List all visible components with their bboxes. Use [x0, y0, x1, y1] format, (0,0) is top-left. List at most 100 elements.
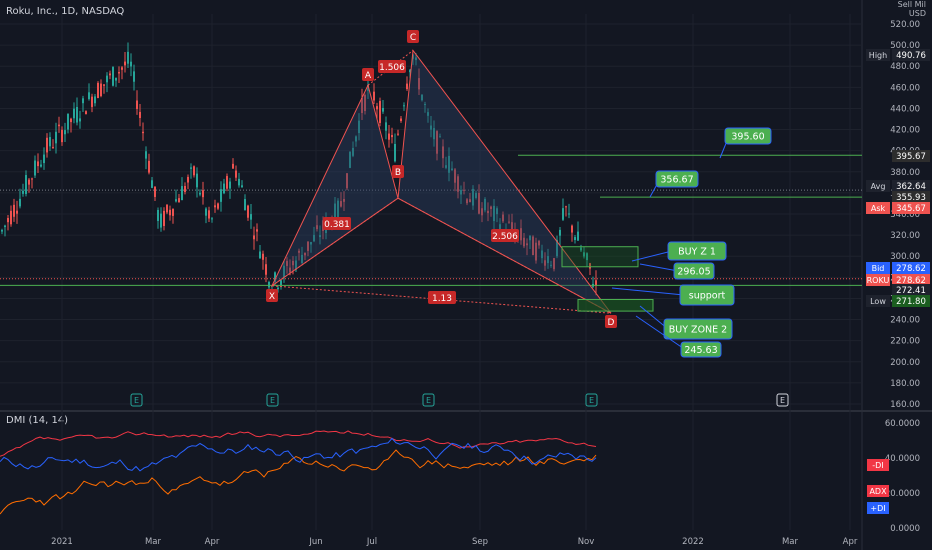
- dmi-tick: 20.0000: [885, 489, 920, 499]
- price-tick: 240.00: [890, 316, 920, 326]
- candle-body: [295, 260, 297, 270]
- candle-body: [463, 189, 465, 191]
- candle-body: [421, 94, 423, 101]
- candle-body: [166, 204, 168, 213]
- candle-body: [277, 287, 279, 290]
- candle-body: [403, 105, 405, 107]
- candle-body: [226, 176, 228, 189]
- price-tag-label-bg: [866, 180, 890, 192]
- callout-box: [655, 170, 699, 188]
- candle-body: [397, 133, 399, 135]
- candle-body: [268, 282, 270, 288]
- earnings-marker-label: E: [426, 396, 431, 405]
- earnings-marker: E: [266, 393, 279, 407]
- callout-395-60: 395.60: [719, 127, 772, 159]
- candle-body: [388, 133, 390, 140]
- candle-body: [469, 199, 471, 203]
- candle-body: [148, 160, 150, 173]
- axis-unit-top: Sell Mil: [897, 0, 926, 9]
- candle-body: [25, 175, 27, 194]
- earnings-marker-box: [266, 393, 279, 407]
- candle-body: [577, 231, 579, 241]
- candle-body: [160, 213, 162, 228]
- candle-body: [124, 61, 126, 66]
- candle-body: [352, 147, 354, 156]
- candle-body: [52, 146, 54, 148]
- pattern-point-x: X: [266, 289, 278, 302]
- callout-box: [679, 284, 735, 306]
- candle-body: [283, 265, 285, 278]
- candle-body: [379, 100, 381, 123]
- candle-body: [220, 189, 222, 202]
- candle-body: [193, 166, 195, 176]
- candle-body: [457, 176, 459, 192]
- candle-body: [181, 186, 183, 201]
- candle-body: [568, 213, 570, 215]
- candle-body: [127, 51, 129, 64]
- candle-body: [163, 210, 165, 226]
- candle-body: [256, 229, 258, 232]
- callout-box: [724, 127, 772, 145]
- candle-body: [205, 208, 207, 216]
- candle-body: [232, 163, 234, 169]
- candle-body: [211, 218, 213, 220]
- candle-body: [376, 106, 378, 110]
- candle-body: [484, 198, 486, 211]
- candle-body: [304, 252, 306, 256]
- earnings-marker-box: [776, 393, 789, 407]
- candle-body: [346, 173, 348, 189]
- candle-body: [250, 214, 252, 220]
- candle-body: [286, 260, 288, 266]
- candle-body: [496, 208, 498, 215]
- buy-zone-2-box: [577, 299, 654, 312]
- price-tick: 300.00: [890, 252, 920, 262]
- price-tick: 500.00: [890, 41, 920, 51]
- callout-pointer: [611, 287, 685, 296]
- x-tick: Nov: [578, 537, 595, 547]
- pattern-bcd: [397, 49, 612, 314]
- candle-body: [301, 254, 303, 264]
- earnings-marker: E: [585, 393, 598, 407]
- candle-body: [145, 151, 147, 159]
- callout-356-67: 356.67: [649, 170, 699, 198]
- callout-label: BUY Z 1: [678, 247, 716, 258]
- candle-body: [508, 221, 510, 223]
- pattern-point-d: D: [605, 315, 617, 328]
- candle-body: [22, 190, 24, 194]
- candle-body: [544, 260, 546, 266]
- candle-body: [532, 236, 534, 256]
- candle-body: [511, 222, 513, 231]
- candle-body: [340, 201, 342, 207]
- candle-body: [31, 178, 33, 180]
- earnings-marker-label: E: [270, 396, 275, 405]
- price-tag-value: 271.80: [896, 297, 926, 307]
- candle-body: [460, 190, 462, 195]
- candle-body: [418, 78, 420, 90]
- dmi-tag-label: ADX: [869, 487, 887, 496]
- callout-label: support: [689, 291, 726, 302]
- dmi-tag-bg: [867, 485, 889, 497]
- candle-body: [178, 198, 180, 203]
- callout-box: [667, 241, 727, 261]
- pattern-point-c: C: [407, 30, 419, 43]
- candle-body: [412, 54, 414, 59]
- price-tag-value-bg: [892, 49, 930, 61]
- candle-body: [556, 240, 558, 257]
- pattern-point-label: D: [608, 318, 615, 328]
- dmi-tag: -DI: [867, 459, 889, 471]
- price-tag-value-bg: [892, 191, 930, 203]
- pattern-point-label: X: [269, 292, 275, 302]
- candle-body: [136, 100, 138, 109]
- candle-body: [535, 242, 537, 261]
- earnings-marker-box: [130, 393, 143, 407]
- price-tick: 200.00: [890, 358, 920, 368]
- x-tick: Apr: [205, 537, 220, 547]
- candle-body: [184, 186, 186, 192]
- candle-body: [490, 206, 492, 210]
- callout-buy-zone-2: BUY ZONE 2: [639, 305, 733, 340]
- x-tick: Apr: [843, 537, 858, 547]
- price-tag-label: ROKU: [867, 276, 890, 285]
- candle-body: [106, 75, 108, 83]
- candle-body: [55, 131, 57, 144]
